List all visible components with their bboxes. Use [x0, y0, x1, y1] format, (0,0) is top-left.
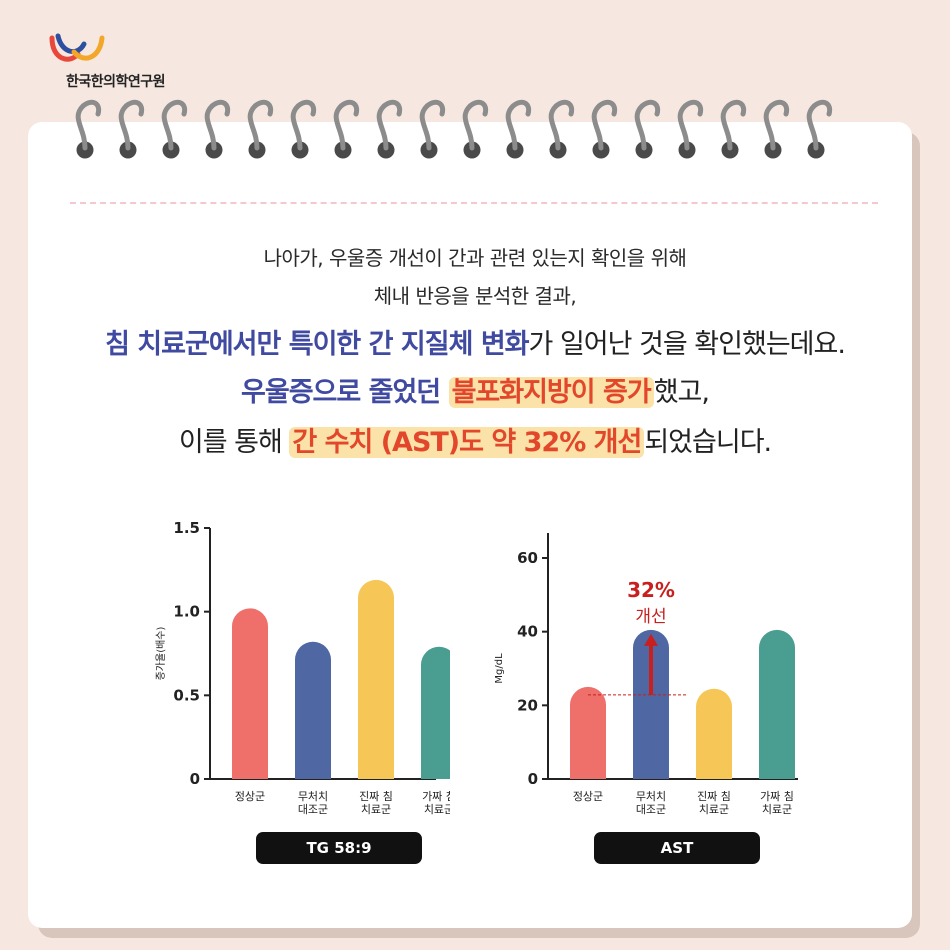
x-tick-label: 가짜 침	[422, 790, 450, 803]
intro-line-2: 체내 반응을 분석한 결과,	[373, 284, 577, 308]
binding-ring	[333, 99, 360, 159]
binding-ring	[204, 99, 231, 159]
ast-chart-caption: AST	[594, 832, 760, 864]
y-tick-label: 0	[190, 770, 200, 788]
binding-ring	[376, 99, 403, 159]
bar	[295, 641, 331, 779]
headline-line-3: 침 치료군에서만 특이한 간 지질체 변화가 일어난 것을 확인했는데요.	[0, 322, 950, 361]
bar	[421, 646, 450, 779]
x-tick-label: 무처치	[298, 790, 328, 803]
binding-ring	[677, 99, 704, 159]
binding-ring	[290, 99, 317, 159]
x-tick-label: 정상군	[235, 790, 265, 803]
bar	[633, 629, 669, 779]
x-tick-label: 대조군	[298, 803, 328, 816]
bar	[358, 579, 394, 779]
headline-emphasis-ast: 간 수치 (AST)도 약 32% 개선	[289, 427, 645, 458]
headline-line-5: 이를 통해 간 수치 (AST)도 약 32% 개선 되었습니다.	[0, 420, 950, 459]
x-tick-label: 치료군	[762, 803, 792, 816]
binding-ring	[720, 99, 747, 159]
spiral-binding	[75, 99, 833, 159]
brand-logo-mark	[49, 33, 105, 62]
x-tick-label: 치료군	[424, 803, 450, 816]
headline-emphasis-unsaturated-fat: 불포화지방이 증가	[448, 377, 654, 408]
notebook-card	[28, 122, 912, 928]
binding-ring	[634, 99, 661, 159]
x-tick-label: 진짜 침	[359, 790, 393, 803]
x-tick-label: 진짜 침	[697, 790, 731, 803]
y-tick-label: 40	[517, 623, 538, 641]
intro-line-1: 나아가, 우울증 개선이 간과 관련 있는지 확인을 위해	[263, 246, 687, 270]
y-tick-label: 20	[517, 696, 538, 714]
headline-text: 되었습니다.	[644, 427, 772, 458]
improvement-arrow-head	[644, 633, 658, 646]
y-axis-label: 증가율(배수)	[155, 627, 167, 681]
tg-chart-caption: TG 58:9	[256, 832, 422, 864]
improvement-percent: 32%	[627, 578, 675, 602]
y-axis-label: Mg/dL	[494, 653, 505, 684]
headline-line-4: 우울증으로 줄었던 불포화지방이 증가 했고,	[0, 370, 950, 409]
y-tick-label: 0.5	[173, 686, 200, 704]
x-tick-label: 정상군	[573, 790, 603, 803]
binding-ring	[548, 99, 575, 159]
dashed-divider	[70, 202, 878, 204]
bar	[759, 629, 795, 779]
binding-ring	[161, 99, 188, 159]
bar	[570, 686, 606, 779]
headline-text: 이를 통해	[178, 427, 290, 458]
bar	[232, 608, 268, 779]
x-tick-label: 무처치	[636, 790, 666, 803]
binding-ring	[505, 99, 532, 159]
y-tick-label: 1.0	[173, 603, 200, 621]
headline-emphasis-depression: 우울증으로 줄었던	[241, 377, 449, 408]
headline-text: 했고,	[653, 377, 710, 408]
binding-ring	[591, 99, 618, 159]
binding-ring	[118, 99, 145, 159]
x-tick-label: 가짜 침	[760, 790, 794, 803]
y-tick-label: 0	[528, 770, 538, 788]
brand-name: 한국한의학연구원	[66, 74, 166, 90]
bar	[696, 688, 732, 779]
y-tick-label: 1.5	[173, 519, 200, 537]
binding-ring	[462, 99, 489, 159]
improvement-label: 개선	[635, 607, 666, 627]
x-tick-label: 치료군	[361, 803, 391, 816]
y-tick-label: 60	[517, 549, 538, 567]
x-tick-label: 치료군	[699, 803, 729, 816]
binding-ring	[419, 99, 446, 159]
binding-ring	[247, 99, 274, 159]
x-tick-label: 대조군	[636, 803, 666, 816]
headline-text: 가 일어난 것을 확인했는데요.	[528, 329, 846, 360]
binding-ring	[763, 99, 790, 159]
binding-ring	[75, 99, 102, 159]
headline-emphasis-liver-lipid: 침 치료군에서만 특이한 간 지질체 변화	[105, 329, 529, 360]
binding-ring	[806, 99, 833, 159]
